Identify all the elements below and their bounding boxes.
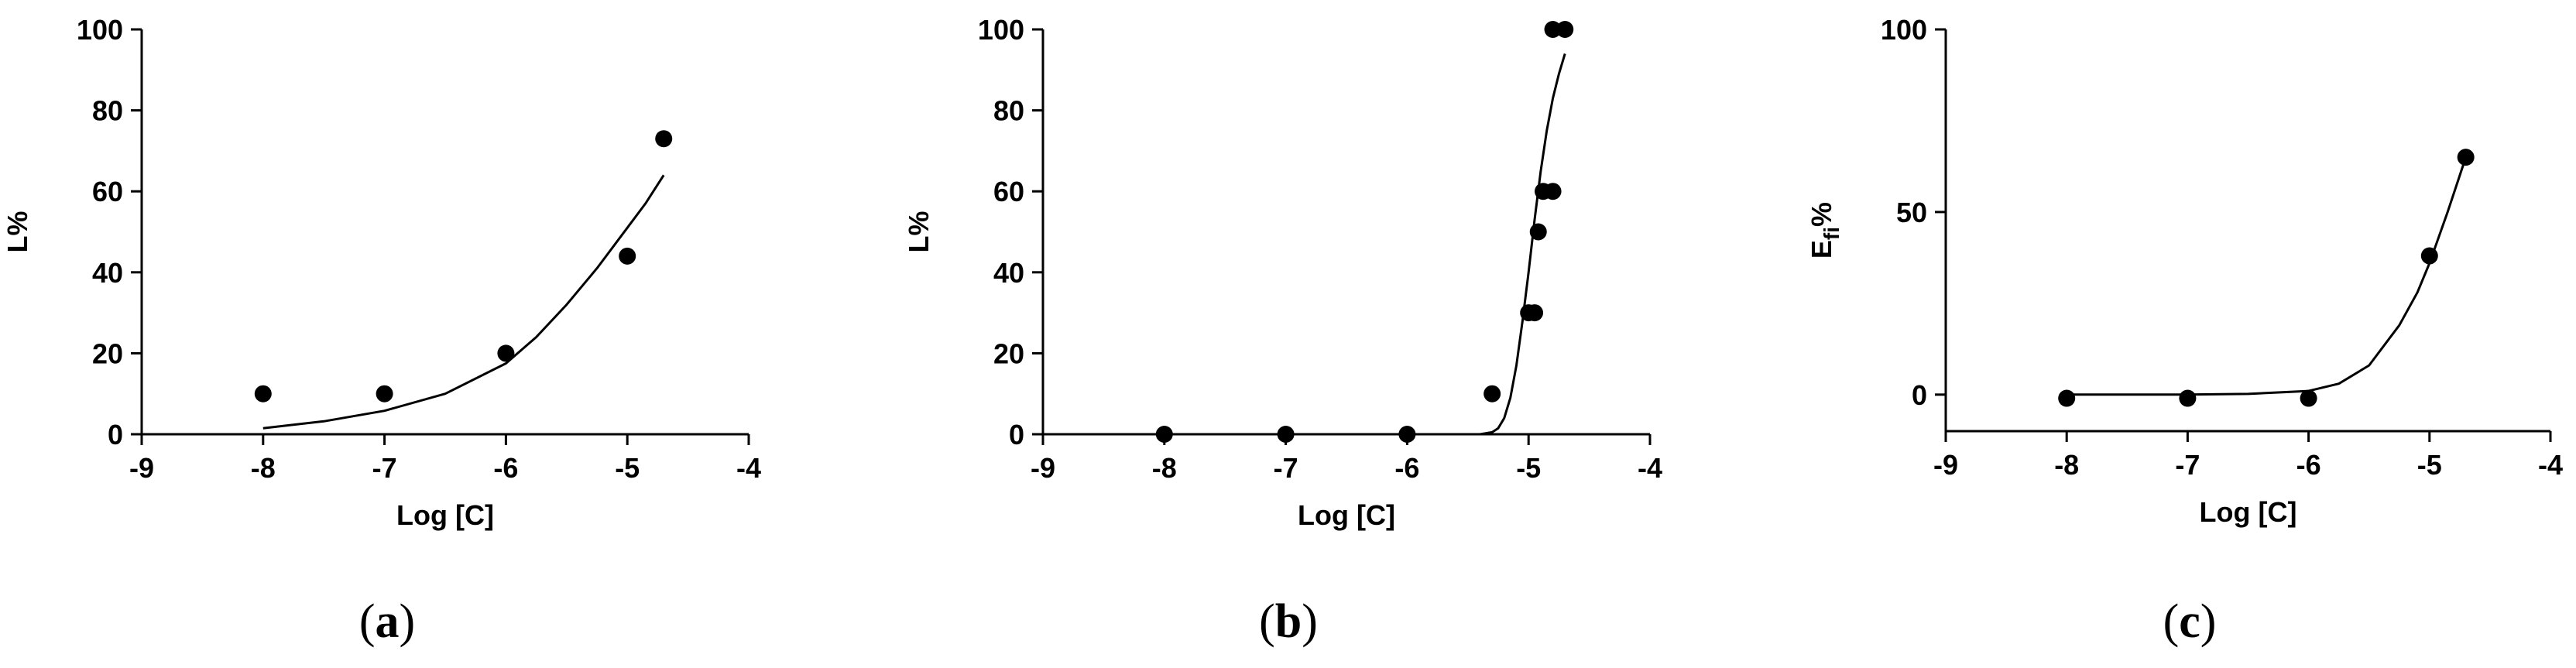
x-tick-label: -8 [2054, 449, 2079, 481]
x-tick-label: -6 [493, 452, 518, 484]
y-tick-label: 80 [92, 95, 123, 127]
y-axis-title-main: L% [2, 211, 33, 253]
y-tick-label: 0 [1912, 379, 1927, 411]
panel-label-open-paren: ( [1259, 595, 1275, 648]
panel-label: (c) [2163, 595, 2217, 648]
data-point [2179, 389, 2197, 407]
y-tick-label: 100 [1881, 14, 1927, 46]
panel-label-close-paren: ) [2200, 595, 2217, 648]
panel-label: (a) [359, 595, 415, 648]
data-point [1544, 21, 1562, 38]
fit-curve-line [262, 174, 665, 430]
data-point [1484, 385, 1501, 403]
y-axis-title: L% [903, 211, 935, 253]
data-point [2420, 247, 2438, 265]
x-tick-label: -4 [2538, 449, 2563, 481]
x-tick-label: -5 [2417, 449, 2442, 481]
data-point [497, 344, 515, 362]
data-point [254, 385, 272, 403]
x-tick-label: -9 [1933, 449, 1958, 481]
panel-label-open-paren: ( [2163, 595, 2180, 648]
data-point [2300, 389, 2317, 407]
y-tick-label: 60 [993, 176, 1024, 207]
y-tick-label: 100 [77, 14, 123, 46]
y-tick-label: 100 [978, 14, 1024, 46]
x-tick-label: -4 [1638, 452, 1662, 484]
x-tick-label: -5 [615, 452, 640, 484]
y-axis-title-suffix: % [1806, 202, 1837, 227]
y-tick-label: 0 [108, 419, 123, 450]
x-tick-label: -4 [736, 452, 761, 484]
panel-label-open-paren: ( [359, 595, 376, 648]
x-tick-label: -7 [2175, 449, 2200, 481]
fit-curve-line [2067, 156, 2468, 396]
x-axis-title: Log [C] [2200, 496, 2297, 528]
fit-curve-line [1164, 53, 1566, 436]
y-tick-label: 40 [993, 257, 1024, 289]
panel-label-letter: c [2179, 595, 2200, 648]
y-tick-label: 60 [92, 176, 123, 207]
panel-label: (b) [1259, 595, 1318, 648]
panel-label-letter: a [376, 595, 400, 648]
x-tick-label: -5 [1516, 452, 1541, 484]
x-tick-label: -6 [1394, 452, 1419, 484]
x-axis-title: Log [C] [1298, 499, 1395, 531]
y-tick-label: 20 [993, 337, 1024, 369]
y-axis-title-subscript: fi [1820, 227, 1844, 240]
data-point [1526, 304, 1544, 322]
panel-label-close-paren: ) [1302, 595, 1318, 648]
y-tick-label: 40 [92, 257, 123, 289]
x-tick-label: -6 [2296, 449, 2321, 481]
data-point [1544, 183, 1562, 200]
data-point [1398, 426, 1416, 443]
x-tick-label: -8 [251, 452, 276, 484]
data-point [1556, 21, 1574, 38]
data-point [1155, 426, 1173, 443]
data-point [376, 385, 393, 403]
panel-label-letter: b [1275, 595, 1302, 648]
data-point [1529, 223, 1547, 241]
chart-panel-a: 0 20 40 60 80 100 -9 -8 -7 -6 -5 -4 Log [C] L% (a) [2, 14, 761, 648]
chart-panel-b: 0 20 40 60 80 100 -9 -8 -7 -6 -5 -4 Log [C] L% (b) [903, 14, 1662, 648]
y-axis-title: L% [2, 211, 33, 253]
data-point [619, 247, 636, 265]
x-tick-label: -7 [1274, 452, 1298, 484]
y-tick-label: 20 [92, 337, 123, 369]
data-point [1277, 426, 1295, 443]
panel-label-close-paren: ) [400, 595, 416, 648]
x-tick-label: -7 [372, 452, 397, 484]
y-tick-label: 50 [1896, 197, 1927, 228]
data-point [655, 130, 673, 148]
y-axis-title-main: E [1806, 240, 1837, 259]
chart-panel-c: 0 50 100 -9 -8 -7 -6 -5 -4 Log [C] Efi% (c) [1806, 14, 2563, 648]
y-tick-label: 80 [993, 95, 1024, 127]
x-tick-label: -8 [1152, 452, 1177, 484]
x-tick-label: -9 [129, 452, 154, 484]
data-point [2058, 389, 2076, 407]
y-tick-label: 0 [1009, 419, 1024, 450]
y-axis-title: Efi% [1806, 202, 1844, 259]
data-point [2457, 149, 2475, 166]
x-axis-title: Log [C] [396, 499, 494, 531]
x-tick-label: -9 [1031, 452, 1055, 484]
y-axis-title-main: L% [903, 211, 935, 253]
